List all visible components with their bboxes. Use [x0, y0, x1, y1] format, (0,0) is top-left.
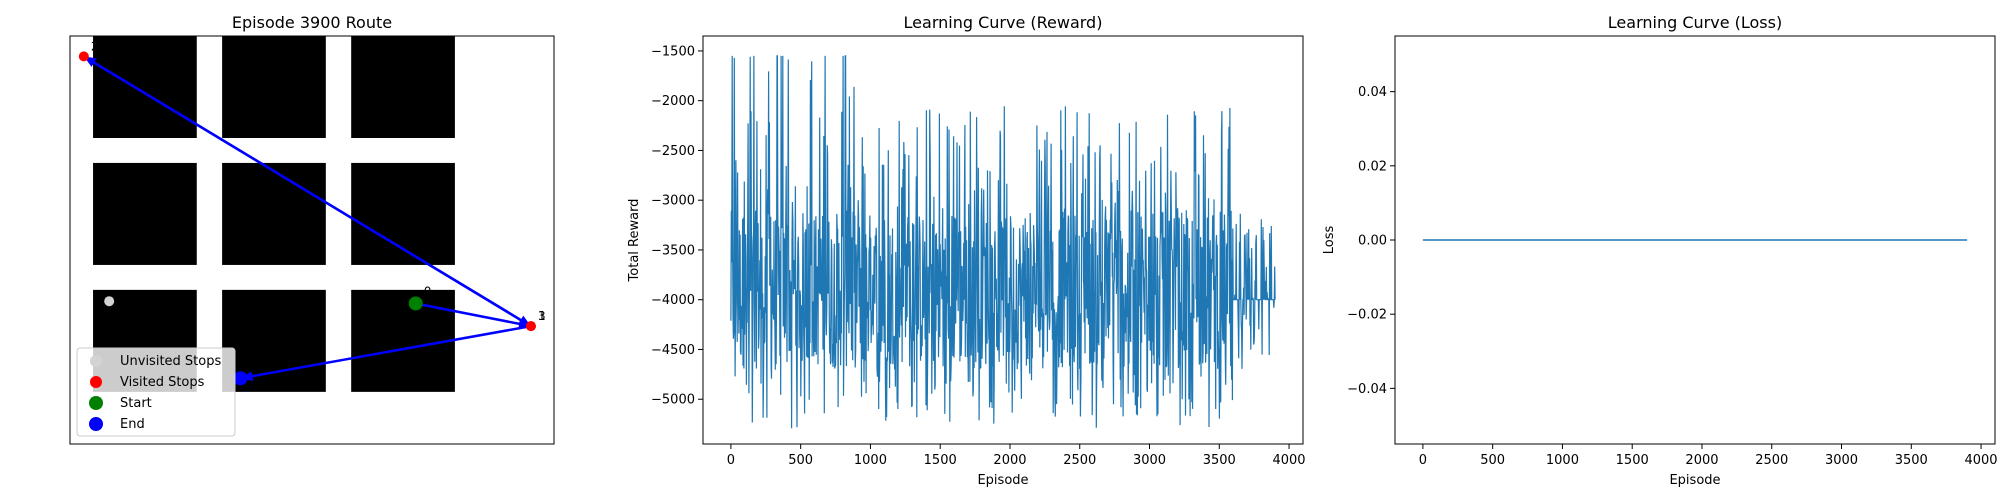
obstacles-group	[93, 36, 455, 392]
y-tick-label: 0.04	[1358, 85, 1387, 100]
y-tick-label: −3500	[651, 243, 695, 258]
reward-panel: Learning Curve (Reward) 0 500 1000 1500 2000…	[627, 13, 1306, 488]
legend-marker-visited	[90, 376, 102, 388]
x-tick-label: 1500	[924, 453, 957, 468]
y-tick-label: 0.02	[1358, 159, 1387, 174]
legend-marker-end	[89, 417, 103, 431]
obstacle-block	[351, 36, 455, 138]
x-tick-label: 2500	[1063, 453, 1096, 468]
start-label: 0	[424, 284, 432, 298]
unvisited-stop-marker	[104, 296, 115, 307]
route-segment	[415, 302, 532, 328]
route-legend: Unvisited Stops Visited Stops Start End	[76, 347, 236, 437]
y-tick-label: −2500	[651, 144, 695, 159]
stops-group: 2 31 0	[78, 39, 546, 386]
route-path-group	[83, 55, 532, 382]
obstacle-block	[93, 162, 197, 265]
y-tick-label: −4500	[651, 343, 695, 358]
reward-series-group	[730, 55, 1276, 429]
visited-stop-marker	[78, 51, 89, 62]
x-tick-label: 1000	[1546, 453, 1579, 468]
x-tick-label: 3500	[1895, 453, 1928, 468]
start-marker	[408, 296, 423, 311]
y-tick-label: 0.00	[1358, 234, 1387, 249]
y-tick-label: −3000	[651, 194, 695, 209]
x-tick-label: 500	[1480, 453, 1505, 468]
loss-ylabel: Loss	[1322, 226, 1337, 255]
y-tick-label: −0.04	[1347, 382, 1387, 397]
loss-panel: Learning Curve (Loss) 0 500 1000 1500 2000 25…	[1322, 13, 1998, 488]
route-segment	[240, 324, 532, 380]
reward-xlabel: Episode	[977, 473, 1028, 488]
x-tick-label: 2500	[1755, 453, 1788, 468]
legend-marker-unvisited	[90, 355, 102, 367]
obstacle-block	[222, 162, 326, 265]
legend-box	[76, 347, 236, 437]
legend-label-visited: Visited Stops	[120, 375, 205, 390]
legend-label-unvisited: Unvisited Stops	[120, 354, 221, 369]
x-tick-label: 4000	[1964, 453, 1997, 468]
x-tick-label: 4000	[1272, 453, 1305, 468]
legend-label-end: End	[120, 417, 145, 432]
visited-stop-marker	[525, 321, 536, 332]
y-tick-label: −5000	[651, 393, 695, 408]
x-tick-label: 3000	[1825, 453, 1858, 468]
stop-label: 3	[538, 309, 546, 323]
x-tick-label: 3500	[1203, 453, 1236, 468]
reward-axes-group: 0 500 1000 1500 2000 2500 3000 3500 4000 −5000 −45…	[651, 44, 1306, 468]
y-tick-label: −2000	[651, 94, 695, 109]
route-map-title: Episode 3900 Route	[232, 13, 392, 32]
x-tick-label: 500	[788, 453, 813, 468]
legend-marker-start	[89, 396, 103, 410]
reward-series-line	[730, 55, 1276, 429]
y-tick-label: −4000	[651, 293, 695, 308]
x-tick-label: 1500	[1616, 453, 1649, 468]
route-segment	[83, 55, 532, 328]
y-tick-label: −1500	[651, 44, 695, 59]
obstacle-block	[351, 289, 455, 392]
x-tick-label: 1000	[854, 453, 887, 468]
x-tick-label: 0	[727, 453, 735, 468]
loss-xlabel: Episode	[1669, 473, 1720, 488]
stop-label: 2	[91, 39, 99, 53]
y-tick-label: −0.02	[1347, 308, 1387, 323]
loss-axes-group: 0 500 1000 1500 2000 2500 3000 3500 4000 −0.04 −0.…	[1347, 85, 1997, 468]
reward-title: Learning Curve (Reward)	[904, 13, 1103, 32]
x-tick-label: 2000	[1685, 453, 1718, 468]
x-tick-label: 2000	[993, 453, 1026, 468]
loss-title: Learning Curve (Loss)	[1608, 13, 1782, 32]
end-marker	[233, 371, 248, 386]
route-map-panel: Episode 3900 Route 2 31 0 Unvisited Stops …	[69, 13, 555, 445]
reward-ylabel: Total Reward	[627, 199, 642, 283]
obstacle-block	[93, 36, 197, 138]
x-tick-label: 0	[1419, 453, 1427, 468]
x-tick-label: 3000	[1133, 453, 1166, 468]
stop-label: 1	[538, 309, 546, 323]
legend-label-start: Start	[120, 396, 152, 411]
obstacle-block	[222, 36, 326, 138]
